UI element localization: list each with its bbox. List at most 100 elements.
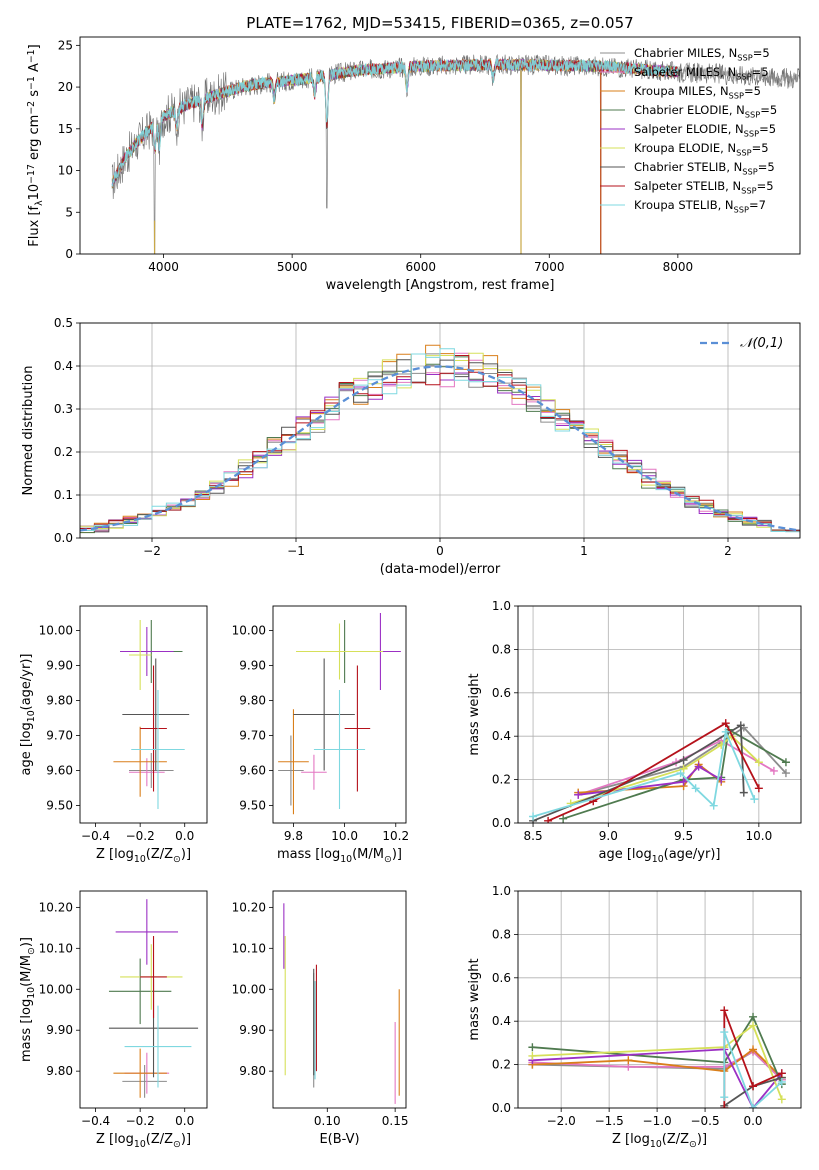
axes-frame [517,605,802,824]
y-tick-label: 9.80 [239,1064,266,1078]
label-part: Salpeter ELODIE, N [634,122,744,136]
mass-weight-marker [528,1051,537,1060]
y-tick-label: 10.20 [39,900,73,914]
x-axis-label: Z [log10(Z/Z⊙)] [96,847,191,865]
x-tick-label: 9.0 [599,829,618,843]
mass-weight-marker [754,784,763,793]
legend-entry: Salpeter STELIB, NSSP=5 [634,179,774,196]
label-part: λ [34,200,45,206]
mass-weight-marker [679,777,688,786]
mass-weight-marker [544,816,553,823]
y-tick-label: 10.10 [232,941,266,955]
label-part: SSP [744,129,759,139]
plot-layer: 4000 5000 6000 7000 80000510152025wavelength… [19,36,802,1150]
mass-weight-marker [769,766,778,775]
x-tick-label: −1.0 [643,1114,672,1128]
mass-weight-line [532,731,756,818]
label-part: Salpeter STELIB, N [634,179,741,193]
label-part: Kroupa ELODIE, N [634,141,736,155]
label-part: 10 [340,854,352,865]
y-tick-label: 0.2 [492,1058,511,1072]
label-part: (M/M [352,847,384,862]
y-tick-label: 1.0 [492,599,511,613]
x-tick-label: 9.8 [284,829,303,843]
legend-entry: Chabrier STELIB, NSSP=5 [634,160,775,177]
label-part: s [27,90,42,101]
model-spectrum-line [111,58,679,189]
x-axis-label: Z [log10(Z/Z⊙)] [96,1132,191,1150]
label-part: Z [log [612,1132,650,1147]
x-axis-label: E(B-V) [319,1132,359,1147]
mass-weight-marker [709,801,718,810]
x-axis-label: age [log10(age/yr)] [599,847,721,865]
x-tick-label: −2 [143,544,161,558]
x-tick-label: −0.4 [81,1114,110,1128]
y-tick-label: 0.5 [54,316,73,330]
label-part: ⊙ [689,1139,697,1150]
x-tick-label: 8.5 [524,829,543,843]
mass-weight-marker [679,764,688,773]
plot-area [278,613,401,815]
x-axis-label: (data-model)/error [380,562,501,577]
panel-weight_vs_age: 8.5 9.0 9.5 10.0 0.0 0.2 0.4 0.6 0.8 1.0 age [log1… [467,599,802,865]
label-part: =5 [757,179,774,193]
x-tick-label: −0.2 [126,1114,155,1128]
label-part: SSP [741,186,756,196]
x-tick-label: −0.5 [690,1114,719,1128]
label-part: 10 [650,1139,662,1150]
label-part: SSP [729,91,744,101]
y-tick-label: 9.60 [46,764,73,778]
label-part: )] [181,847,191,862]
y-axis-label: mass weight [467,958,482,1040]
panel-age_vs_Z: −0.4 −0.2 0.0 9.50 9.60 9.70 9.80 9.90 10.00 Z [l… [19,605,208,865]
label-part: (M/M [19,955,34,987]
model-spectrum-line [111,58,679,183]
panel-age_vs_mass: 9.8 10.0 10.2 9.50 9.60 9.70 9.80 9.90 10.00 mass… [232,605,409,865]
label-part: 10 [26,710,37,722]
mass-weight-marker [781,758,790,767]
mass-weight-marker [694,762,703,771]
y-tick-label: 0.8 [492,927,511,941]
label-part: =5 [760,103,777,117]
label-part: 10 [134,1139,146,1150]
y-axis-label: Normed distribution [21,366,36,496]
x-tick-label: −1.5 [595,1114,624,1128]
label-part: A [27,63,42,76]
mass-weight-marker [574,790,583,799]
label-part: ⊙ [173,1139,181,1150]
panel-spectrum: 4000 5000 6000 7000 8000 0 5 10 15 20 25 wavelength… [26,36,801,293]
x-tick-label: 5000 [277,260,308,274]
label-part: =5 [744,84,761,98]
mass-weight-marker [777,1095,786,1104]
y-tick-label: 20 [58,80,73,94]
label-part: Salpeter MILES, N [634,65,736,79]
axes-frame [79,322,801,539]
mass-weight-marker [749,1021,758,1030]
label-part: =5 [759,122,776,136]
x-axis-label: Z [log10(Z/Z⊙)] [612,1132,707,1150]
panel-weight_vs_Z: −2.0 −1.5 −1.0 −0.5 0.0 0.0 0.2 0.4 0.6 0.8 1.0 Z [… [467,884,802,1150]
mass-weight-line [532,1048,783,1108]
label-part: (age/yr)] [664,847,721,862]
y-tick-label: 10.00 [39,624,73,638]
mass-weight-marker [676,769,685,778]
label-part: (Z/Z [662,1132,689,1147]
label-part: −1 [26,49,37,63]
plot-area [283,903,400,1104]
x-tick-label: −1 [287,544,305,558]
mass-weight-marker [749,1012,758,1021]
label-part: mass [log [277,847,340,862]
figure-title: PLATE=1762, MJD=53415, FIBERID=0365, z=0… [246,14,633,32]
y-tick-label: 5 [65,205,73,219]
legend-entry: Chabrier MILES, NSSP=5 [634,46,770,63]
legend-entry: Chabrier ELODIE, NSSP=5 [634,103,777,120]
model-spectrum-line [111,58,679,188]
plot-area [111,53,800,254]
mass-weight-marker [528,1043,537,1052]
x-tick-label: 0.0 [175,829,194,843]
label-part: Chabrier ELODIE, N [634,103,745,117]
x-tick-label: 4000 [148,260,179,274]
y-tick-label: 10.00 [232,982,266,996]
y-tick-label: 9.90 [239,1023,266,1037]
y-tick-label: 9.80 [239,694,266,708]
